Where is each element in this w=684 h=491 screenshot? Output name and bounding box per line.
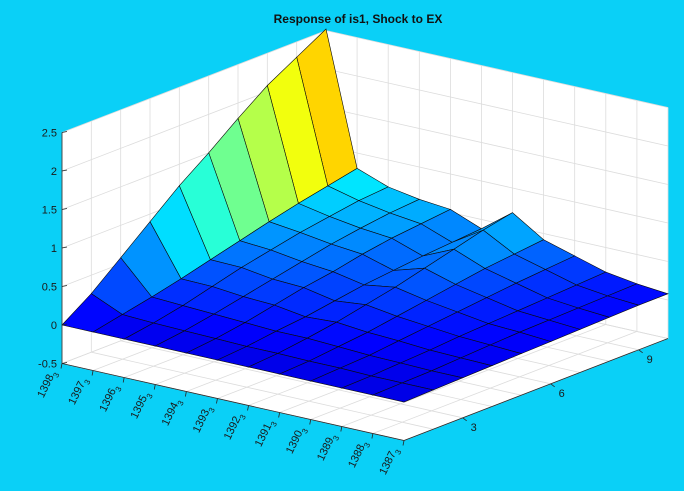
- z-tick-mark: [61, 131, 68, 133]
- date-tick-label: 13923: [222, 410, 248, 443]
- z-tick-label: -0.5: [38, 359, 57, 371]
- z-axis-ticks: -0.5 0 0.5 1 1.5 2 2.5: [38, 128, 68, 371]
- date-tick-mark: [153, 384, 156, 390]
- date-tick-mark: [340, 426, 343, 432]
- z-tick-mark: [61, 246, 68, 249]
- date-tick-mark: [278, 412, 281, 418]
- z-tick-label: 2.5: [42, 128, 57, 140]
- z-tick-mark: [61, 169, 68, 172]
- date-tick-mark: [309, 419, 312, 425]
- horizon-axis-line: [403, 338, 669, 441]
- horizon-tick-label: 3: [471, 422, 477, 434]
- surface-patch: [371, 382, 435, 403]
- date-tick-label: 13913: [253, 417, 279, 450]
- z-tick-label: 1: [51, 243, 57, 255]
- date-tick-mark: [371, 433, 374, 439]
- date-tick-mark: [247, 405, 249, 411]
- date-tick-mark: [91, 370, 94, 376]
- z-tick-label: 0: [51, 320, 57, 332]
- date-axis-line: [61, 363, 405, 441]
- horizon-grid-line: [120, 109, 463, 419]
- z-tick-label: 2: [51, 166, 57, 178]
- date-tick-label: 13933: [191, 403, 217, 436]
- surface-mesh: [61, 28, 669, 403]
- z-tick-label: 1.5: [42, 205, 57, 217]
- horizon-tick-mark: [462, 417, 467, 422]
- date-tick-label: 13943: [160, 396, 186, 429]
- z-tick-mark: [61, 323, 68, 326]
- z-tick-mark: [61, 285, 68, 287]
- horizon-tick-mark: [550, 383, 555, 388]
- date-tick-mark: [122, 377, 125, 383]
- date-tick-mark: [402, 440, 405, 446]
- z-tick-mark: [61, 208, 68, 210]
- date-tick-label: 13883: [346, 438, 372, 471]
- date-tick-mark: [184, 391, 187, 397]
- horizon-tick-label: 9: [647, 354, 653, 366]
- date-tick-label: 13873: [377, 445, 403, 478]
- date-tick-mark: [60, 363, 63, 369]
- date-tick-label: 13953: [129, 389, 155, 422]
- z-tick-label: 0.5: [42, 282, 57, 294]
- date-tick-mark: [216, 398, 218, 404]
- date-tick-label: 13903: [284, 424, 310, 457]
- horizon-tick-label: 6: [559, 388, 565, 400]
- date-tick-label: 13893: [315, 431, 341, 464]
- chart-title: Response of is1, Shock to EX: [274, 12, 443, 26]
- date-tick-label: 13963: [97, 382, 123, 415]
- horizon-axis-ticks: 3 6 9: [462, 349, 653, 434]
- horizon-tick-mark: [638, 349, 643, 354]
- horizon-grid-line: [90, 121, 434, 430]
- z-tick-mark: [61, 362, 68, 364]
- date-tick-label: 13983: [35, 368, 61, 401]
- date-tick-label: 13973: [66, 375, 92, 408]
